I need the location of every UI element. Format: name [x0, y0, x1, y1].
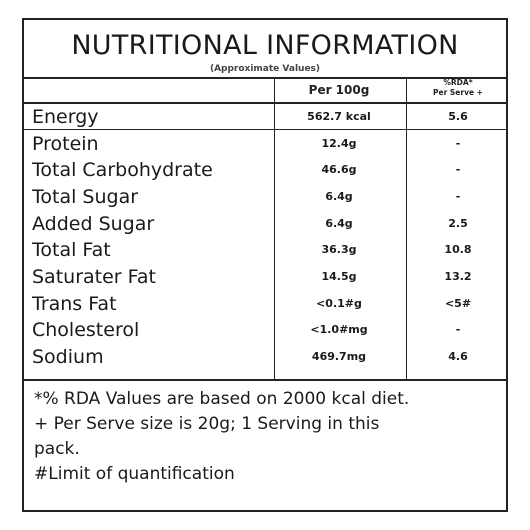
footnote-serve: + Per Serve size is 20g; 1 Serving in th… [34, 414, 380, 434]
table-row: Added Sugar 6.4g 2.5 [24, 211, 506, 237]
rda-value: - [455, 190, 461, 203]
nutrient-name: Energy [32, 106, 99, 128]
column-header-rda-line1: %RDA* [443, 78, 473, 87]
per100-value: 6.4g [325, 217, 353, 230]
table-row: Trans Fat <0.1#g <5# [24, 291, 506, 317]
per100-value: 36.3g [321, 243, 357, 256]
footnotes: *% RDA Values are based on 2000 kcal die… [34, 387, 496, 487]
table-row: Energy 562.7 kcal 5.6 [24, 104, 506, 130]
column-header-rda: %RDA* Per Serve + [406, 78, 510, 98]
nutrient-name: Protein [32, 133, 99, 155]
nutrient-name: Saturater Fat [32, 266, 156, 288]
per100-value: 562.7 kcal [307, 110, 371, 123]
column-divider-1 [274, 77, 275, 379]
per100-value: 469.7mg [311, 350, 367, 363]
rda-value: - [455, 137, 461, 150]
nutrient-name: Total Carbohydrate [32, 159, 213, 181]
rda-value: - [455, 323, 461, 336]
nutrient-name: Added Sugar [32, 213, 155, 235]
rda-value: 4.6 [448, 350, 468, 363]
per100-value: 6.4g [325, 190, 353, 203]
nutrient-name: Trans Fat [32, 293, 117, 315]
label-title: NUTRITIONAL INFORMATION [71, 30, 459, 61]
rda-value: 2.5 [448, 217, 468, 230]
divider-above-footnotes [24, 379, 506, 381]
divider-under-title [24, 77, 506, 79]
rda-value: 5.6 [448, 110, 468, 123]
label-subtitle: (Approximate Values) [209, 64, 321, 74]
per100-value: 12.4g [321, 137, 357, 150]
footnote-limit: #Limit of quantification [34, 464, 235, 484]
rda-value: 10.8 [444, 243, 472, 256]
per100-value: 14.5g [321, 270, 357, 283]
table-row: Total Carbohydrate 46.6g - [24, 157, 506, 183]
column-header-rda-line2: Per Serve + [433, 88, 483, 97]
nutrient-name: Total Sugar [32, 186, 139, 208]
nutrient-name: Sodium [32, 346, 104, 368]
table-row: Saturater Fat 14.5g 13.2 [24, 264, 506, 290]
rda-value: <5# [444, 297, 472, 310]
per100-value: <1.0#mg [310, 323, 368, 336]
per100-value: 46.6g [321, 163, 357, 176]
nutrient-name: Cholesterol [32, 319, 140, 341]
nutrition-label: NUTRITIONAL INFORMATION (Approximate Val… [22, 18, 508, 512]
divider-under-header [24, 102, 506, 104]
footnote-rda: *% RDA Values are based on 2000 kcal die… [34, 389, 410, 409]
table-row: Protein 12.4g - [24, 131, 506, 157]
per100-value: <0.1#g [316, 297, 362, 310]
rda-value: 13.2 [444, 270, 472, 283]
table-row: Total Fat 36.3g 10.8 [24, 237, 506, 263]
table-row: Total Sugar 6.4g - [24, 184, 506, 210]
column-divider-2 [406, 77, 407, 379]
column-header-per100: Per 100g [308, 83, 370, 97]
footnote-serve-cont: pack. [34, 439, 80, 459]
rda-value: - [455, 163, 461, 176]
table-row: Cholesterol <1.0#mg - [24, 317, 506, 343]
nutrient-name: Total Fat [32, 239, 111, 261]
table-row: Sodium 469.7mg 4.6 [24, 344, 506, 370]
divider-under-energy [24, 129, 506, 130]
